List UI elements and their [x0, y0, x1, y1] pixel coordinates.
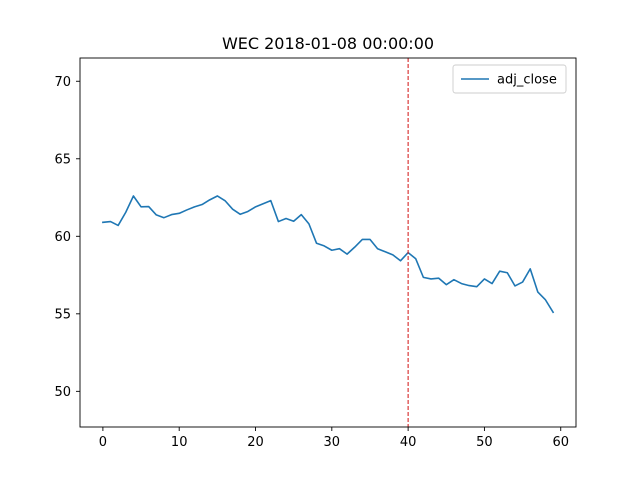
legend: adj_close — [452, 64, 567, 94]
y-tick-label: 60 — [54, 230, 71, 245]
axes: 0 10 20 30 40 50 60 50 55 60 65 70 — [54, 57, 577, 450]
y-tick-label: 55 — [54, 307, 71, 322]
axes-frame — [79, 57, 577, 428]
x-tick-label: 30 — [324, 435, 341, 450]
x-tick-label: 0 — [99, 435, 107, 450]
x-tick-label: 60 — [552, 435, 569, 450]
x-tick-label: 50 — [476, 435, 493, 450]
x-tick-label: 40 — [400, 435, 417, 450]
y-tick-label: 50 — [54, 385, 71, 400]
y-tick-label: 70 — [54, 75, 71, 90]
series-line-adj_close — [102, 195, 555, 314]
chart-title: WEC 2018-01-08 00:00:00 — [222, 34, 434, 53]
x-tick-label: 20 — [247, 435, 264, 450]
x-tick-label: 10 — [171, 435, 188, 450]
legend-label: adj_close — [497, 73, 557, 88]
legend-box — [452, 64, 567, 94]
plot-area — [102, 58, 555, 427]
y-tick-label: 65 — [54, 152, 71, 167]
